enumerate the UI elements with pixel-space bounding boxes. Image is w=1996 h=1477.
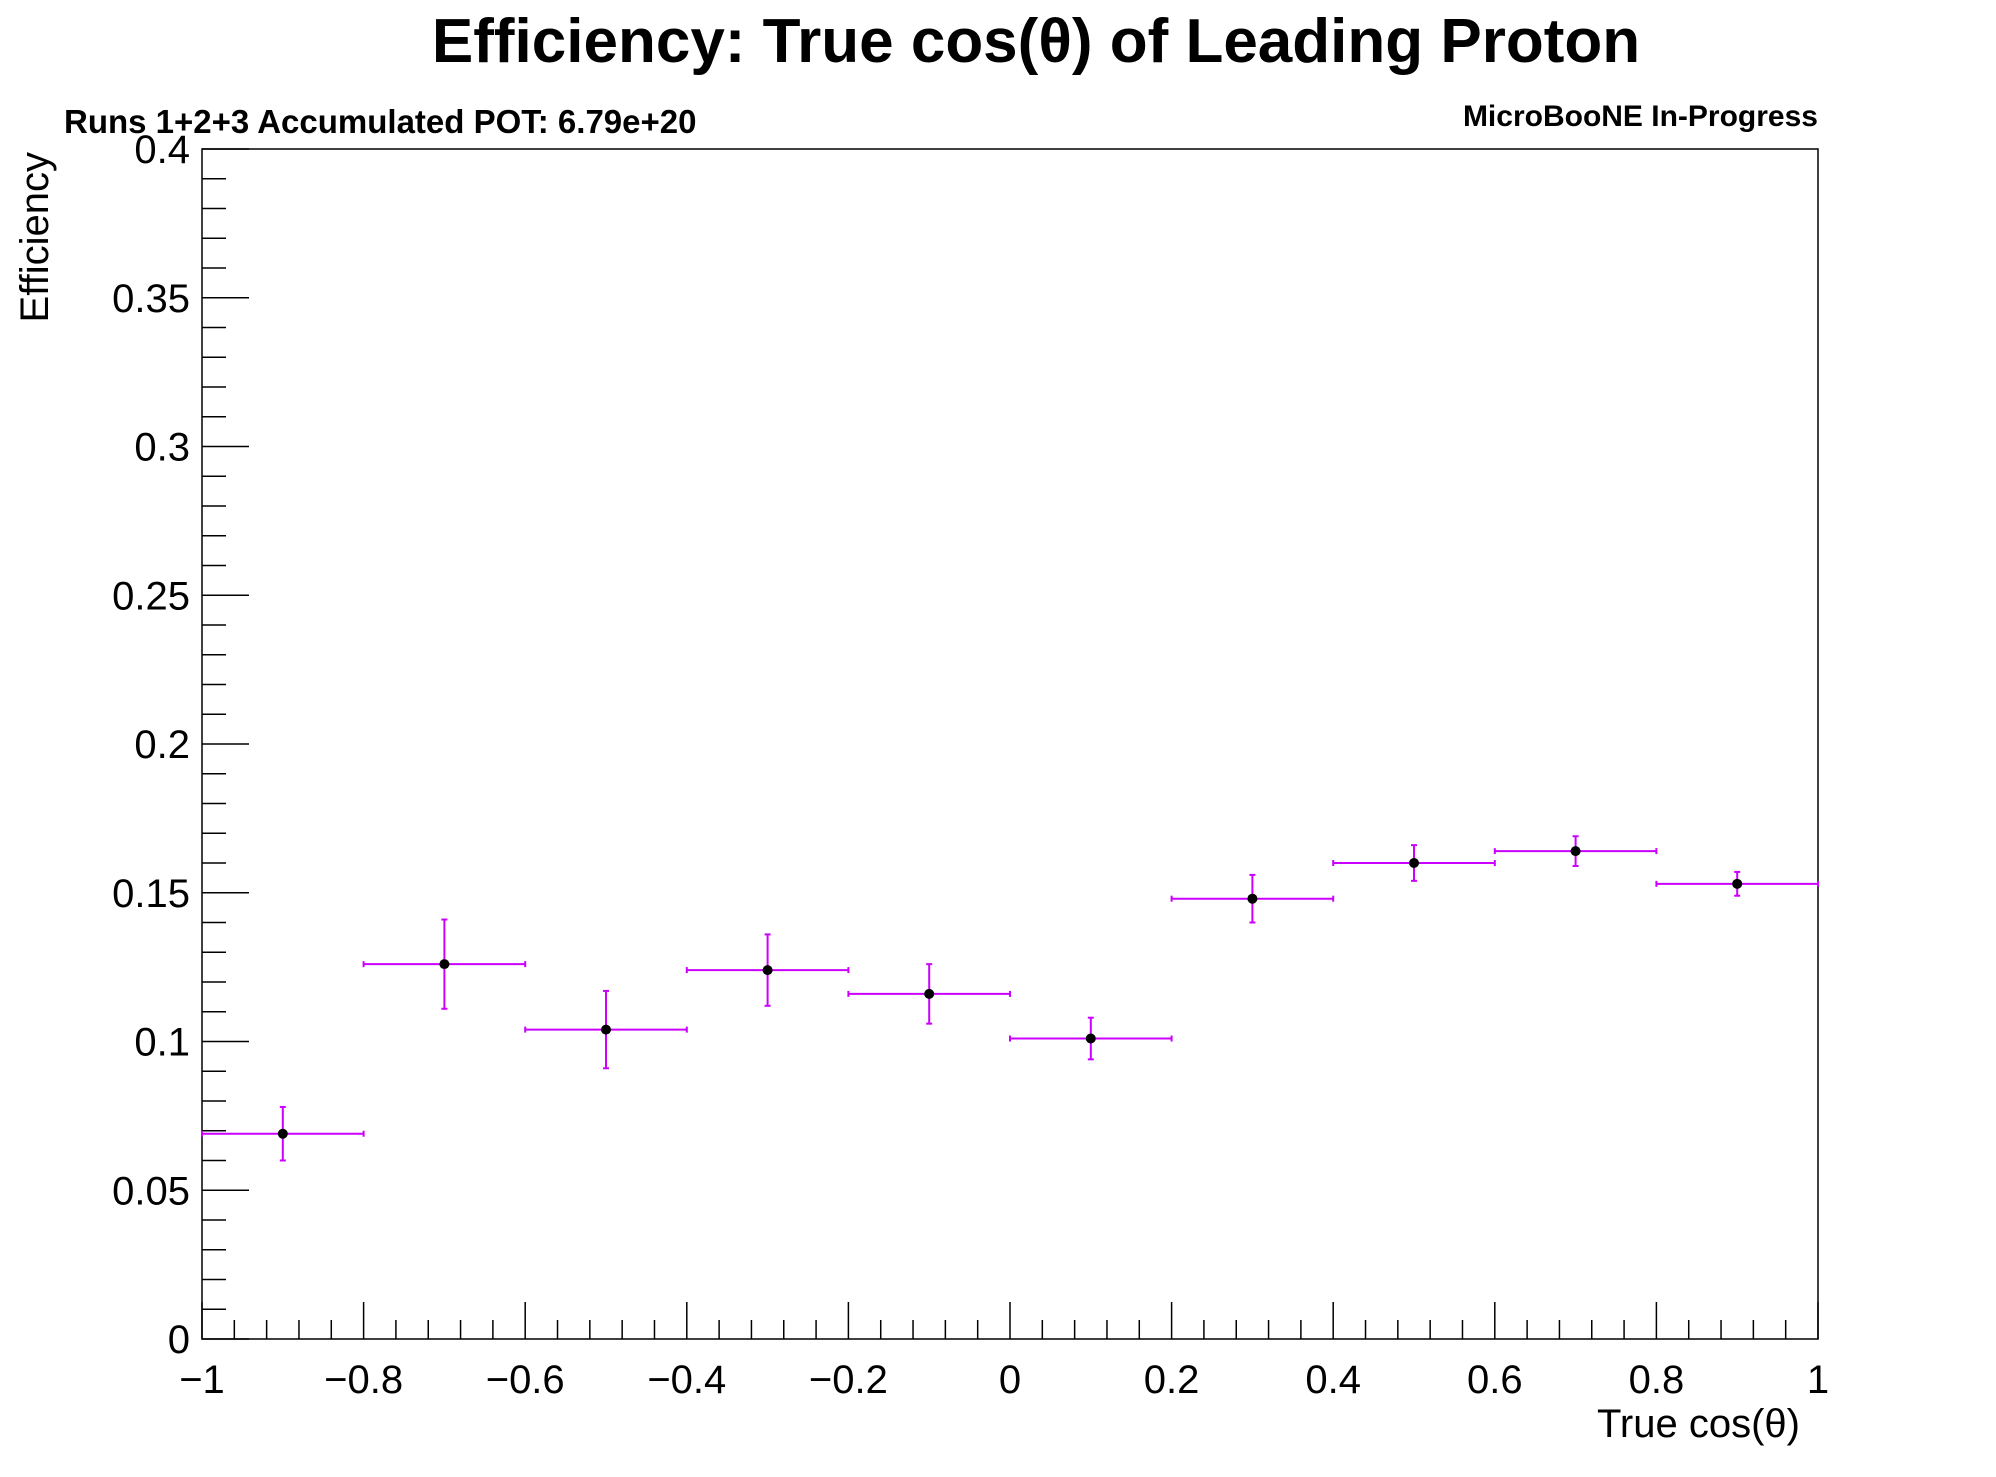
data-point-group (847, 963, 1011, 1025)
x-tick-label: −0.8 (324, 1358, 403, 1402)
x-tick-label: −0.6 (486, 1358, 565, 1402)
data-point-marker (1085, 1033, 1096, 1044)
x-tick-label: 0.4 (1305, 1358, 1361, 1402)
chart-subtitle-experiment: MicroBooNE In-Progress (1463, 100, 1818, 133)
y-tick-label: 0.1 (134, 1021, 190, 1065)
data-point-group (201, 1105, 365, 1162)
y-axis-title: Efficiency (13, 152, 57, 322)
y-tick-label: 0.35 (112, 277, 190, 321)
x-axis-title: True cos(θ) (1597, 1402, 1800, 1446)
plot-frame (201, 148, 1819, 1340)
data-point-marker (1570, 846, 1581, 857)
data-point-marker (601, 1024, 611, 1035)
x-tick-label: 0 (999, 1358, 1021, 1402)
data-point-marker (1409, 858, 1419, 868)
y-tick-label: 0.15 (112, 872, 190, 916)
y-tick-label: 0 (168, 1318, 190, 1362)
y-tick-label: 0.25 (112, 574, 190, 618)
axes: −1 −0.8 −0.6 −0.4 −0.2 0 0.2 0.4 0.6 0.8 1 0 0.05 0.1… (112, 128, 1829, 1402)
x-tick-label: 0.6 (1467, 1358, 1523, 1402)
x-tick-label: 0.2 (1144, 1358, 1200, 1402)
x-tick-label: −0.2 (809, 1358, 888, 1402)
data-point-marker (924, 988, 935, 999)
data-point-marker (439, 959, 450, 970)
data-point-marker (1247, 893, 1258, 904)
chart-title: Efficiency: True cos(θ) of Leading Proto… (432, 7, 1640, 76)
y-tick-label: 0.05 (112, 1169, 190, 1213)
y-tick-label: 0.4 (134, 128, 190, 172)
y-tick-label: 0.2 (134, 723, 190, 767)
chart-subtitle-runs: Runs 1+2+3 Accumulated POT: 6.79e+20 (64, 103, 697, 140)
data-point-group (362, 918, 527, 1010)
data-point-marker (277, 1128, 288, 1139)
data-point-group (524, 989, 688, 1070)
data-point-marker (1732, 878, 1743, 889)
data-points (201, 835, 1819, 1162)
data-point-marker (762, 965, 773, 976)
data-point-group (1332, 844, 1496, 882)
x-tick-label: 0.8 (1629, 1358, 1685, 1402)
data-point-group (1170, 873, 1335, 924)
x-tick-label: 1 (1807, 1358, 1829, 1402)
data-point-group (1009, 1016, 1173, 1061)
x-tick-label: −1 (179, 1358, 225, 1402)
data-point-group (1493, 835, 1658, 867)
x-tick-label: −0.4 (647, 1358, 726, 1402)
data-point-group (685, 933, 850, 1007)
data-point-group (1655, 870, 1819, 897)
y-tick-label: 0.3 (134, 426, 190, 470)
